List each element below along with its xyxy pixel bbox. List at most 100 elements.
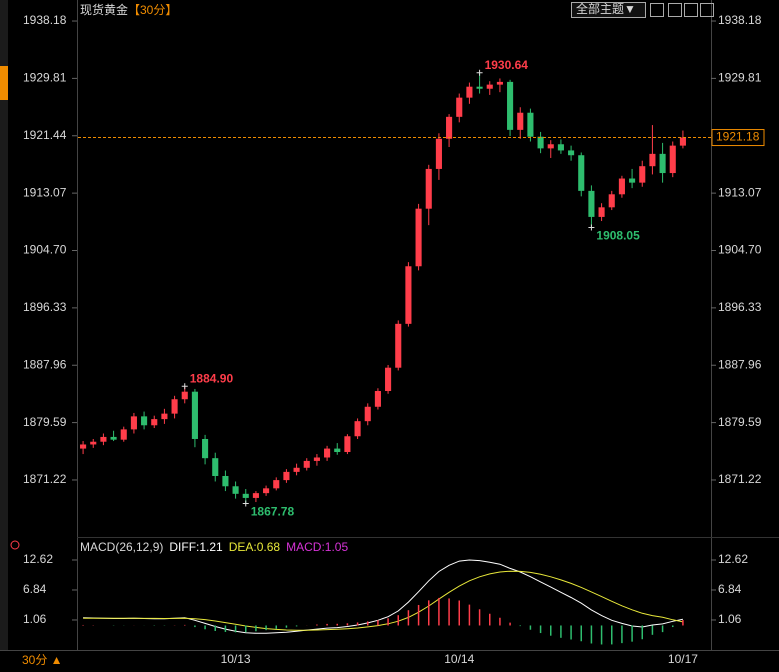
high-label: 1930.64 [485, 58, 529, 72]
legend-value: 1.21 [199, 540, 223, 554]
macd-title: MACD(26,12,9) [80, 540, 163, 554]
candle-body [659, 153, 666, 174]
y-tick-label-right: 1871.22 [718, 472, 762, 486]
candle-body [669, 145, 676, 174]
candle-body [252, 493, 259, 498]
candle-body [517, 112, 524, 130]
extreme-marker [181, 383, 188, 390]
candle-body [395, 323, 402, 368]
y-tick-label-left: 1938.18 [23, 13, 67, 27]
candle-body [100, 436, 107, 442]
candle-body [466, 86, 473, 98]
y-tick-label-right: 1913.07 [718, 185, 762, 199]
y-tick-label-left: 1887.96 [23, 357, 67, 371]
y-tick-label-left: 6.84 [23, 582, 47, 596]
candle-body [405, 266, 412, 324]
candle-body [273, 480, 280, 489]
candle-body [679, 137, 686, 146]
candle-body [90, 441, 97, 445]
legend-name: DEA: [229, 540, 257, 554]
candle-body [598, 207, 605, 217]
theme-button[interactable] [571, 2, 646, 18]
candle-body [507, 81, 514, 130]
last-price-box [711, 129, 765, 147]
y-tick-label-right: 12.62 [718, 552, 748, 566]
y-tick-label-left: 1879.59 [23, 415, 67, 429]
candle-body [435, 138, 442, 169]
period-selector[interactable]: 30分 ▲ [22, 653, 63, 667]
candle-body [578, 155, 585, 191]
candle-body [212, 458, 219, 476]
y-tick-label-right: 1887.96 [718, 357, 762, 371]
extreme-marker [476, 69, 483, 76]
theme-button-label[interactable]: 全部主题▼ [576, 1, 636, 16]
candle-body [110, 436, 117, 440]
candle-body [476, 86, 483, 89]
candle-body [161, 413, 168, 420]
candle-body [425, 168, 432, 209]
candle-body [151, 419, 158, 426]
period-label: 【30分】 [128, 3, 177, 17]
candle-body [456, 97, 463, 117]
y-tick-label-left: 1896.33 [23, 300, 67, 314]
candle-body [120, 429, 127, 440]
macd-settings-icon[interactable] [10, 540, 20, 550]
candle-body [486, 84, 493, 89]
low-label: 1908.05 [596, 229, 640, 243]
candle-body [232, 486, 239, 494]
candle-body [557, 144, 564, 151]
y-tick-label-right: 1896.33 [718, 300, 762, 314]
candle-body [202, 438, 209, 459]
candle-body [608, 194, 615, 208]
candle-body [364, 406, 371, 422]
candle-body [334, 448, 341, 453]
macd-line [83, 559, 684, 634]
side-strip[interactable] [0, 0, 8, 650]
extreme-marker [242, 500, 249, 507]
candle-body [324, 448, 331, 458]
candle-body [171, 399, 178, 414]
candle-body [80, 444, 87, 449]
y-tick-label-right: 1929.81 [718, 71, 762, 85]
candle-body [496, 81, 503, 85]
candle-body [354, 421, 361, 437]
candle-body [629, 178, 636, 183]
y-tick-label-left: 1921.44 [23, 128, 67, 142]
y-tick-label-right: 1938.18 [718, 13, 762, 27]
candle-body [222, 475, 229, 487]
candle-body [527, 112, 534, 137]
macd-line [83, 570, 684, 631]
y-tick-label-left: 1929.81 [23, 71, 67, 85]
y-tick-label-right: 6.84 [718, 582, 742, 596]
high-label: 1884.90 [190, 371, 234, 385]
low-label: 1867.78 [251, 505, 295, 519]
candle-body [344, 436, 351, 453]
x-tick-label: 10/14 [444, 652, 474, 666]
candle-body [588, 190, 595, 217]
y-tick-label-right: 1904.70 [718, 243, 762, 257]
candle-body [130, 416, 137, 430]
candle-body [639, 166, 646, 183]
y-tick-label-left: 12.62 [23, 552, 53, 566]
side-tab-active[interactable] [0, 66, 8, 100]
candle-body [283, 471, 290, 481]
candle-body [313, 457, 320, 461]
x-tick-label: 10/13 [221, 652, 251, 666]
extreme-marker [588, 224, 595, 231]
y-tick-label-right: 1.06 [718, 612, 742, 626]
candle-body [303, 460, 310, 468]
candle-body [181, 391, 188, 400]
toolbar-icons[interactable] [650, 3, 714, 17]
candle-body [649, 153, 656, 167]
x-tick-label: 10/17 [668, 652, 698, 666]
candle-body [446, 116, 453, 139]
candle-body [263, 488, 270, 494]
candle-body [618, 178, 625, 195]
candle-body [385, 367, 392, 392]
y-tick-label-left: 1871.22 [23, 472, 67, 486]
candle-body [374, 391, 381, 407]
candle-body [415, 208, 422, 267]
candle-body [568, 150, 575, 156]
chart-title: 现货黄金 [80, 2, 128, 17]
